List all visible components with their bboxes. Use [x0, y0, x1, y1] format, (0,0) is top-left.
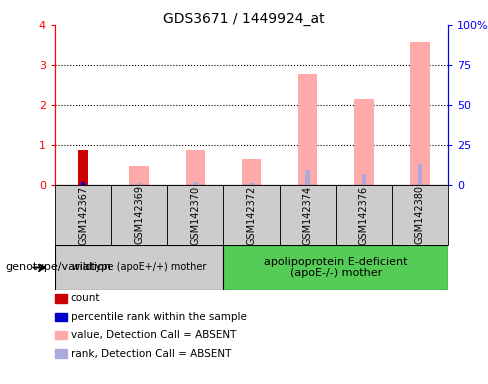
Text: GSM142374: GSM142374 — [303, 185, 313, 245]
Bar — [55, 349, 67, 358]
Text: rank, Detection Call = ABSENT: rank, Detection Call = ABSENT — [71, 349, 231, 359]
Bar — [137, 184, 142, 185]
Bar — [55, 294, 67, 303]
Bar — [111, 185, 167, 245]
Bar — [280, 185, 336, 245]
Bar — [55, 331, 67, 339]
Bar — [242, 159, 262, 185]
Bar — [55, 313, 67, 321]
Text: GSM142380: GSM142380 — [415, 185, 425, 245]
Text: GSM142376: GSM142376 — [359, 185, 369, 245]
Text: genotype/variation: genotype/variation — [5, 263, 111, 273]
Bar — [224, 185, 280, 245]
Bar — [249, 183, 254, 185]
Bar — [392, 185, 448, 245]
Text: GDS3671 / 1449924_at: GDS3671 / 1449924_at — [163, 12, 325, 25]
Text: value, Detection Call = ABSENT: value, Detection Call = ABSENT — [71, 330, 236, 340]
Text: apolipoprotein E-deficient
(apoE-/-) mother: apolipoprotein E-deficient (apoE-/-) mot… — [264, 257, 407, 278]
Bar — [418, 164, 422, 185]
Text: GSM142372: GSM142372 — [246, 185, 257, 245]
Text: GSM142369: GSM142369 — [134, 185, 144, 245]
Bar — [129, 166, 149, 185]
Text: count: count — [71, 293, 100, 303]
Bar — [298, 74, 318, 185]
Text: GSM142367: GSM142367 — [78, 185, 88, 245]
Text: wildtype (apoE+/+) mother: wildtype (apoE+/+) mother — [72, 263, 206, 273]
Text: percentile rank within the sample: percentile rank within the sample — [71, 312, 246, 322]
Bar — [336, 185, 392, 245]
Bar — [224, 245, 448, 290]
Bar — [193, 182, 198, 185]
Bar — [354, 99, 374, 185]
Bar — [362, 174, 366, 185]
Bar — [167, 185, 224, 245]
Bar — [55, 245, 224, 290]
Text: GSM142370: GSM142370 — [190, 185, 201, 245]
Bar — [305, 170, 310, 185]
Bar — [81, 182, 85, 185]
Bar — [185, 150, 205, 185]
Bar — [410, 42, 430, 185]
Bar — [55, 185, 111, 245]
Bar — [78, 150, 88, 185]
